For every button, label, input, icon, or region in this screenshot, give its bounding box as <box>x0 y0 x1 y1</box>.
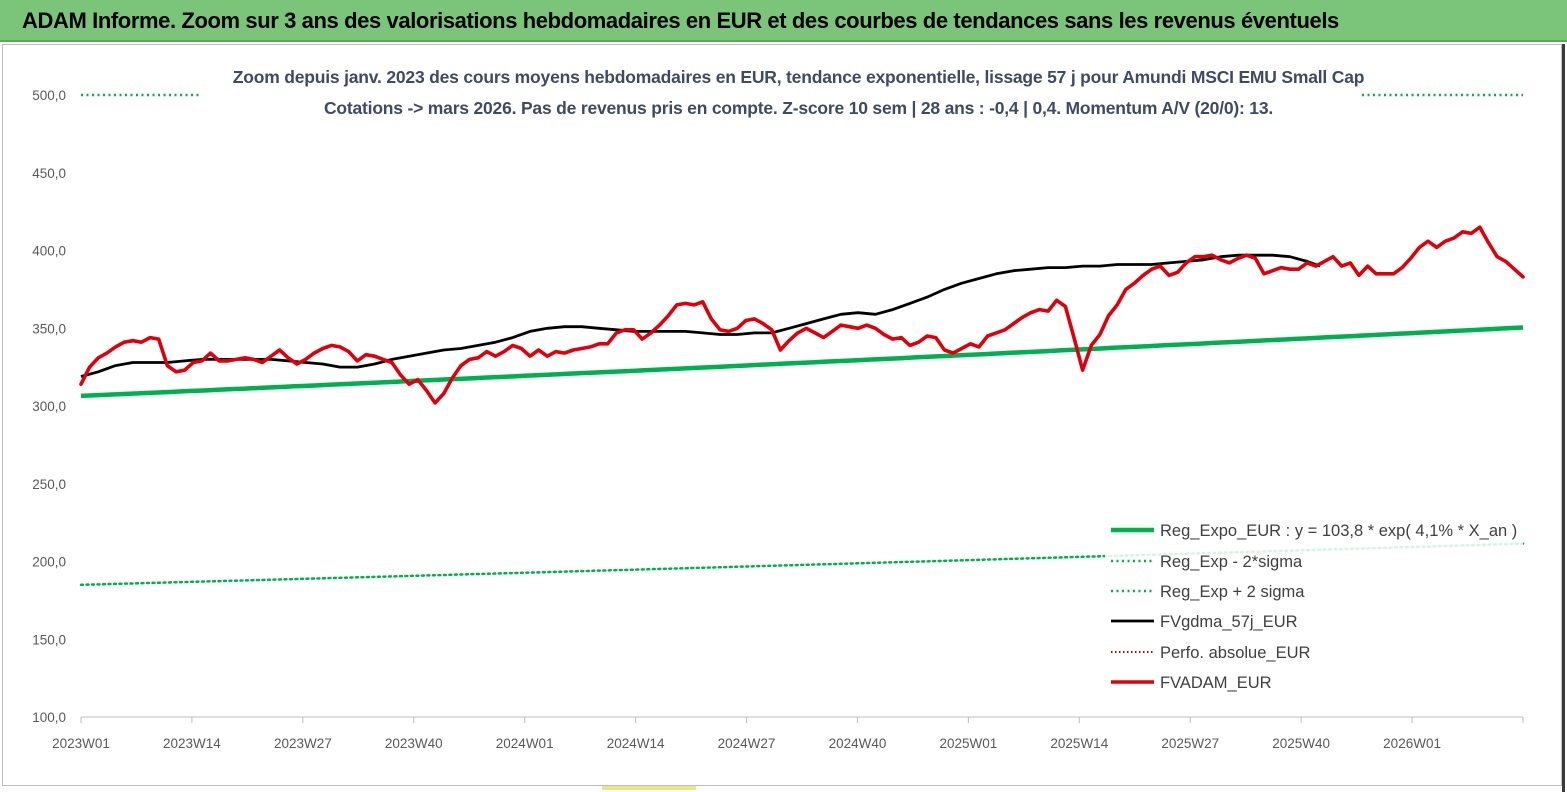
x-tick-label: 2025W40 <box>1272 736 1330 751</box>
y-axis: 100,0 150,0 200,0 250,0 300,0 350,0 400,0 450,0… <box>32 88 66 725</box>
x-tick-label: 2025W27 <box>1161 736 1219 751</box>
y-tick-label: 450,0 <box>32 166 66 181</box>
legend: Reg_Expo_EUR : y = 103,8 * exp( 4,1% * X… <box>1105 514 1523 696</box>
x-tick-label: 2023W01 <box>52 736 110 751</box>
x-tick-label: 2024W27 <box>718 736 776 751</box>
x-tick-label: 2025W01 <box>939 736 997 751</box>
bottom-marker <box>602 786 696 790</box>
x-tick-label: 2024W14 <box>607 736 665 751</box>
y-tick-label: 300,0 <box>32 399 66 414</box>
legend-entry-label: Perfo. absolue_EUR <box>1160 644 1311 662</box>
series-gdma-line <box>80 253 1321 378</box>
x-tick-label: 2023W14 <box>163 736 221 751</box>
y-tick-label: 200,0 <box>32 555 66 570</box>
legend-entry-label: Reg_Exp + 2 sigma <box>1160 583 1305 601</box>
y-tick-label: 250,0 <box>32 477 66 492</box>
x-tick-label: 2023W27 <box>274 736 332 751</box>
legend-entry-label: Reg_Exp - 2*sigma <box>1160 553 1303 571</box>
series-fvadam-line <box>79 225 1525 405</box>
title-banner: ADAM Informe. Zoom sur 3 ans des valoris… <box>0 0 1567 42</box>
y-tick-label: 150,0 <box>32 632 66 647</box>
x-tick-label: 2024W40 <box>829 736 887 751</box>
y-tick-label: 350,0 <box>32 321 66 336</box>
y-tick-label: 400,0 <box>32 244 66 259</box>
legend-entry-label: FVADAM_EUR <box>1160 674 1272 692</box>
x-tick-label: 2026W01 <box>1383 736 1441 751</box>
chart-subtitle: Cotations -> mars 2026. Pas de revenus p… <box>323 98 1274 118</box>
chart-title: Zoom depuis janv. 2023 des cours moyens … <box>232 67 1365 87</box>
y-tick-label: 500,0 <box>32 88 66 103</box>
legend-background <box>1105 514 1523 696</box>
x-tick-label: 2023W40 <box>385 736 443 751</box>
x-axis: 2023W01 2023W14 2023W27 2023W40 2024W01 2024W… <box>52 716 1524 751</box>
y-tick-label: 100,0 <box>32 710 66 725</box>
series-layer <box>79 93 1525 587</box>
x-tick-label: 2025W14 <box>1050 736 1108 751</box>
legend-entry-label: FVgdma_57j_EUR <box>1160 613 1298 631</box>
legend-entry-label: Reg_Expo_EUR : y = 103,8 * exp( 4,1% * X… <box>1160 522 1517 540</box>
banner-title: ADAM Informe. Zoom sur 3 ans des valoris… <box>22 8 1339 33</box>
right-border <box>1562 44 1565 792</box>
x-tick-label: 2024W01 <box>496 736 554 751</box>
series-reg-expo-line <box>80 325 1524 399</box>
